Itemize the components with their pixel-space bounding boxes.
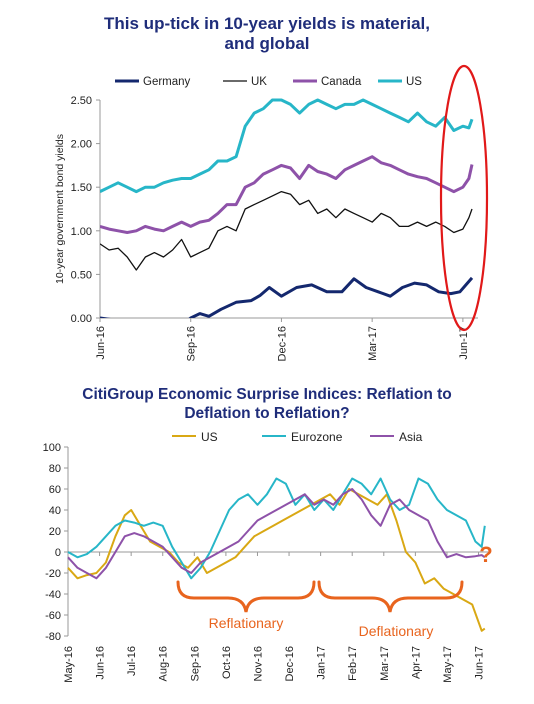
- x-tick-label: May-16: [63, 646, 75, 683]
- legend-label: US: [201, 430, 218, 444]
- x-tick-label: Oct-16: [221, 646, 233, 679]
- y-tick-label: -60: [45, 610, 61, 622]
- chart1-legend: Germany UK Canada US: [115, 76, 422, 88]
- chart2-annotations: Reflationary Deflationary?: [176, 542, 493, 639]
- series-line-us: [67, 488, 486, 632]
- x-tick-label: Apr-17: [410, 646, 422, 679]
- y-tick-label: -20: [45, 568, 61, 580]
- chart1-title-line: This up-tick in 10-year yields is materi…: [104, 14, 430, 33]
- x-tick-label: May-17: [442, 646, 454, 683]
- x-tick-label: Jan-17: [316, 646, 328, 680]
- deflationary-label: Deflationary: [359, 623, 434, 639]
- x-tick-label: Jun-17: [458, 326, 470, 360]
- x-tick-label: Jun-16: [95, 646, 107, 680]
- y-tick-label: 100: [43, 442, 61, 454]
- y-tick-label: 0.50: [71, 269, 92, 281]
- x-tick-label: Dec-16: [276, 326, 288, 361]
- chart1-annotations: [439, 64, 489, 332]
- x-tick-label: Feb-17: [347, 646, 359, 681]
- highlight-ellipse: [439, 64, 489, 332]
- x-tick-label: Dec-16: [284, 646, 296, 681]
- chart1-title: This up-tick in 10-year yields is materi…: [0, 14, 534, 54]
- y-axis-label: 10-year government bond yields: [54, 134, 66, 284]
- chart1-lines: [100, 98, 474, 318]
- legend-label: Asia: [399, 430, 423, 444]
- x-tick-label: Nov-16: [252, 646, 264, 681]
- y-tick-label: 60: [49, 484, 61, 496]
- y-tick-label: -80: [45, 631, 61, 643]
- series-line-us: [100, 98, 474, 194]
- chart1-axes: 0.00 0.50 1.00 1.50 2.00 2.50 Jun-16 Sep-16 Dec-…: [54, 95, 478, 361]
- y-tick-label: 0: [55, 547, 61, 559]
- chart1-yields: Germany UK Canada US 0.00 0.50 1.00 1.50 2.00 2.…: [54, 64, 489, 361]
- x-tick-label: Sep-16: [189, 646, 201, 681]
- legend-label: Eurozone: [291, 430, 343, 444]
- question-mark-annotation: ?: [479, 542, 492, 567]
- x-tick-label: Mar-17: [379, 646, 391, 681]
- y-tick-label: 1.00: [71, 226, 92, 238]
- chart2-title: CitiGroup Economic Surprise Indices: Ref…: [0, 385, 534, 423]
- chart2-lines: [67, 477, 486, 632]
- chart2-title-line: CitiGroup Economic Surprise Indices: Ref…: [82, 386, 452, 403]
- y-tick-label: 40: [49, 505, 61, 517]
- reflationary-label: Reflationary: [209, 615, 284, 631]
- legend-label: US: [406, 76, 422, 88]
- y-tick-label: 0.00: [71, 313, 92, 325]
- series-line-eurozone: [67, 477, 486, 580]
- y-tick-label: 2.00: [71, 139, 92, 151]
- chart1-title-line: and global: [224, 34, 310, 53]
- legend-label: Germany: [143, 76, 191, 88]
- y-tick-label: 2.50: [71, 95, 92, 107]
- x-tick-label: Mar-17: [367, 326, 379, 361]
- legend-label: UK: [251, 76, 267, 88]
- x-tick-label: Sep-16: [186, 326, 198, 361]
- chart2-legend: US Eurozone Asia: [172, 430, 423, 444]
- x-tick-label: Aug-16: [158, 646, 170, 681]
- y-tick-label: 20: [49, 526, 61, 538]
- x-tick-label: Jun-17: [474, 646, 486, 680]
- x-tick-label: Jul-16: [126, 646, 138, 676]
- y-tick-label: -40: [45, 589, 61, 601]
- legend-label: Canada: [321, 76, 362, 88]
- reflationary-brace: [176, 580, 316, 613]
- series-line-uk: [100, 190, 473, 271]
- y-tick-label: 1.50: [71, 182, 92, 194]
- series-line-germany: [100, 276, 474, 318]
- chart2-title-line: Deflation to Reflation?: [184, 405, 350, 422]
- x-tick-label: Jun-16: [95, 326, 107, 360]
- series-line-canada: [100, 155, 474, 234]
- series-line-asia: [67, 488, 486, 580]
- deflationary-brace: [317, 580, 464, 613]
- y-tick-label: 80: [49, 463, 61, 475]
